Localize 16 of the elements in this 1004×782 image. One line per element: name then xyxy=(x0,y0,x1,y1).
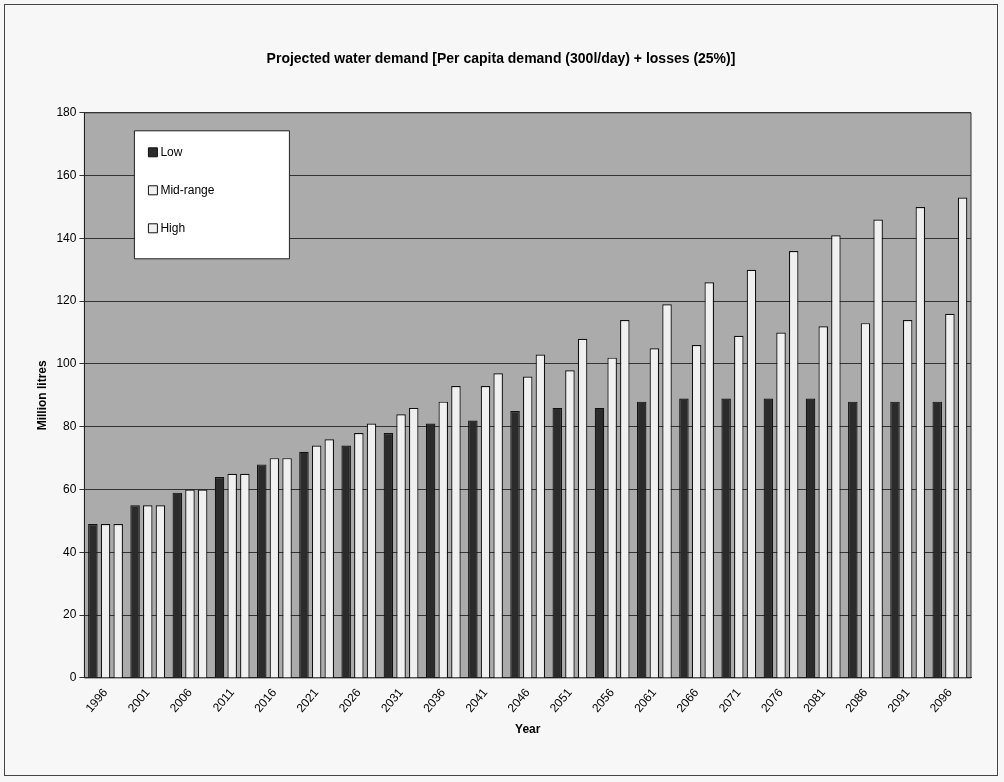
y-tick-label: 20 xyxy=(63,607,77,622)
y-tick-label: 180 xyxy=(56,105,77,120)
y-tick-label: 120 xyxy=(56,293,77,308)
y-axis-title: Million litres xyxy=(34,360,49,431)
y-tick-label: 0 xyxy=(69,670,77,685)
x-axis-title: Year xyxy=(515,722,541,737)
y-tick-label: 40 xyxy=(63,544,77,559)
legend-label: Low xyxy=(160,145,183,160)
chart-title: Projected water demand [Per capita demand (300l/day) + losses (25%)] xyxy=(266,50,736,67)
y-tick-label: 80 xyxy=(63,419,77,434)
legend-label: Mid-range xyxy=(160,183,215,198)
y-tick-label: 60 xyxy=(63,481,77,496)
y-tick-label: 160 xyxy=(56,167,77,182)
y-tick-label: 140 xyxy=(56,230,77,245)
y-tick-label: 100 xyxy=(56,356,77,371)
legend-label: High xyxy=(160,221,186,236)
